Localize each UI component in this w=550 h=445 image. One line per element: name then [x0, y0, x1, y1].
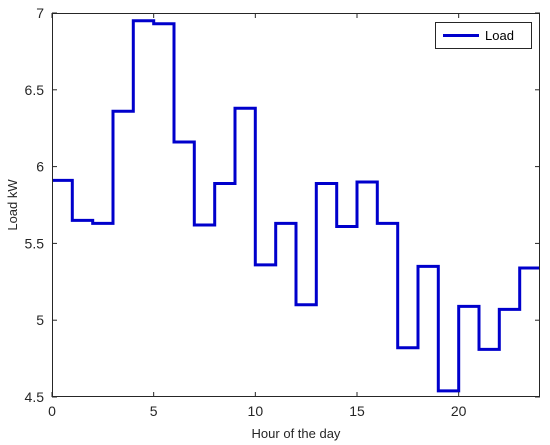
legend-label-load: Load: [485, 28, 514, 43]
x-axis-label: Hour of the day: [252, 426, 341, 441]
x-tick-label: 15: [349, 403, 365, 419]
y-tick-label: 5.5: [25, 235, 45, 251]
y-axis-label: Load kW: [5, 179, 20, 231]
legend: Load: [435, 22, 532, 49]
plot-frame: [52, 13, 540, 397]
y-tick-label: 6.5: [25, 82, 45, 98]
x-tick-label: 20: [451, 403, 467, 419]
x-tick-label: 0: [48, 403, 56, 419]
series-group: [51, 19, 540, 393]
y-tick-label: 5: [36, 312, 44, 328]
y-tick-label: 7: [36, 5, 44, 21]
ticks-group: 0 5 10 15 20 4.5 5 5.5 6 6.5 7: [25, 5, 540, 419]
y-tick-label: 4.5: [25, 389, 45, 405]
y-tick-label: 6: [36, 159, 44, 175]
plot-area: [52, 13, 540, 397]
x-tick-label: 5: [150, 403, 158, 419]
series-line-load: [52, 19, 540, 393]
x-tick-label: 10: [248, 403, 264, 419]
